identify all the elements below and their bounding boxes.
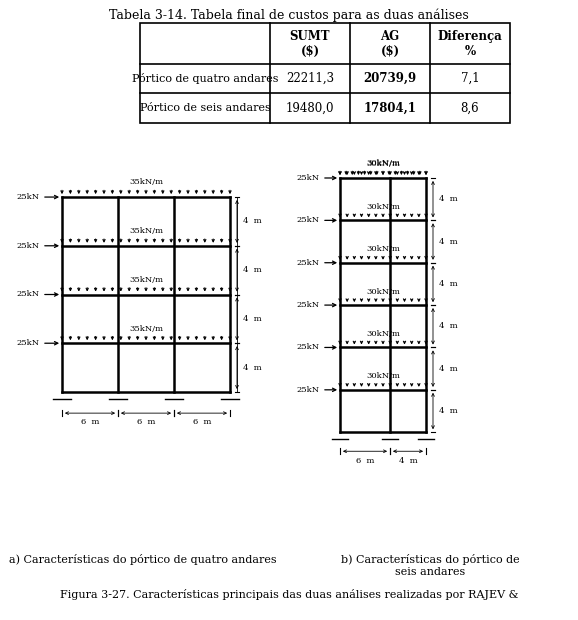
Text: Tabela 3-14. Tabela final de custos para as duas análises: Tabela 3-14. Tabela final de custos para… bbox=[109, 9, 469, 22]
Text: 25kN: 25kN bbox=[297, 259, 320, 267]
Text: 4  m: 4 m bbox=[399, 456, 417, 464]
Text: 4  m: 4 m bbox=[243, 218, 262, 226]
Text: 17804,1: 17804,1 bbox=[364, 102, 416, 115]
Text: Figura 3-27. Características principais das duas análises realizadas por RAJEV &: Figura 3-27. Características principais … bbox=[60, 589, 518, 600]
Text: AG: AG bbox=[380, 30, 399, 43]
Text: 6  m: 6 m bbox=[81, 418, 99, 427]
Text: 25kN: 25kN bbox=[297, 386, 320, 394]
Text: 4  m: 4 m bbox=[439, 280, 458, 288]
Text: 19480,0: 19480,0 bbox=[286, 102, 334, 115]
Text: 30kN/m: 30kN/m bbox=[366, 159, 400, 167]
Text: 4  m: 4 m bbox=[243, 266, 262, 274]
Text: 4  m: 4 m bbox=[439, 322, 458, 330]
Text: 35kN/m: 35kN/m bbox=[129, 227, 163, 235]
Text: 4  m: 4 m bbox=[439, 407, 458, 415]
Text: 25kN: 25kN bbox=[17, 242, 40, 250]
Text: SUMT: SUMT bbox=[290, 30, 330, 43]
Text: 35kN/m: 35kN/m bbox=[129, 276, 163, 284]
Text: 25kN: 25kN bbox=[17, 339, 40, 347]
Text: 6  m: 6 m bbox=[193, 418, 211, 427]
Text: 20739,9: 20739,9 bbox=[364, 72, 417, 85]
Text: 4  m: 4 m bbox=[243, 315, 262, 323]
Text: 7,1: 7,1 bbox=[461, 72, 479, 85]
Text: 4  m: 4 m bbox=[439, 365, 458, 373]
Text: 30kN/m: 30kN/m bbox=[366, 288, 400, 296]
Text: 25kN: 25kN bbox=[297, 174, 320, 182]
Text: 4  m: 4 m bbox=[243, 363, 262, 371]
Text: 4  m: 4 m bbox=[439, 237, 458, 246]
Text: 30kN/m: 30kN/m bbox=[366, 203, 400, 211]
Text: 22211,3: 22211,3 bbox=[286, 72, 334, 85]
Text: Pórtico de seis andares: Pórtico de seis andares bbox=[140, 103, 271, 113]
Text: ($): ($) bbox=[301, 45, 320, 58]
Text: b) Características do pórtico de
seis andares: b) Características do pórtico de seis an… bbox=[340, 554, 519, 577]
Text: 25kN: 25kN bbox=[297, 343, 320, 352]
Text: 6  m: 6 m bbox=[137, 418, 155, 427]
Text: 6  m: 6 m bbox=[356, 456, 374, 464]
Text: 8,6: 8,6 bbox=[461, 102, 479, 115]
Text: Pórtico de quatro andares: Pórtico de quatro andares bbox=[132, 73, 278, 84]
Text: 25kN: 25kN bbox=[17, 193, 40, 201]
Text: Diferença: Diferença bbox=[438, 30, 502, 43]
Text: 25kN: 25kN bbox=[297, 216, 320, 224]
Text: a) Características do pórtico de quatro andares: a) Características do pórtico de quatro … bbox=[9, 554, 277, 565]
Text: 35kN/m: 35kN/m bbox=[129, 179, 163, 187]
Text: 25kN: 25kN bbox=[297, 301, 320, 309]
Text: %: % bbox=[465, 45, 476, 58]
Text: 30kN/m: 30kN/m bbox=[366, 161, 400, 169]
Text: 30kN/m: 30kN/m bbox=[366, 245, 400, 253]
Text: 25kN: 25kN bbox=[17, 291, 40, 298]
Text: 35kN/m: 35kN/m bbox=[129, 325, 163, 332]
Bar bbox=[140, 24, 510, 123]
Text: 30kN/m: 30kN/m bbox=[366, 330, 400, 338]
Text: 4  m: 4 m bbox=[439, 195, 458, 203]
Text: ($): ($) bbox=[380, 45, 399, 58]
Text: 30kN/m: 30kN/m bbox=[366, 372, 400, 380]
